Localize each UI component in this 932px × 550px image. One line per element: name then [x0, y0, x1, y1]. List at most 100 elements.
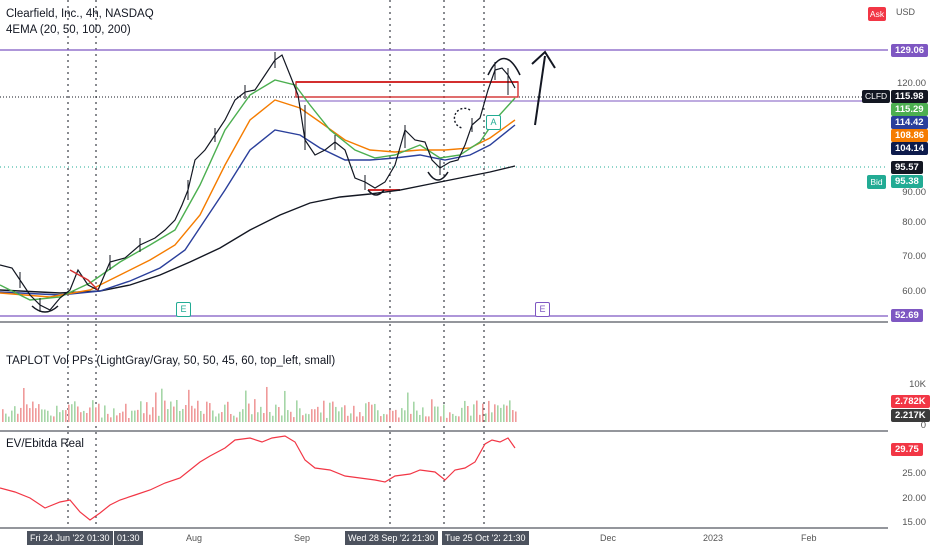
ema-indicator-label[interactable]: 4EMA (20, 50, 100, 200): [6, 24, 131, 36]
up-arrow-head: [531, 50, 556, 69]
volume-bar: [131, 410, 133, 422]
volume-bar: [149, 414, 151, 422]
volume-bar: [332, 401, 334, 422]
volume-bar: [470, 415, 472, 422]
volume-bar: [59, 412, 61, 422]
volume-bar: [305, 413, 307, 422]
volume-bar: [452, 413, 454, 422]
price-tick: 70.00: [902, 251, 926, 262]
volume-bar: [359, 412, 361, 422]
volume-bar: [50, 415, 52, 422]
volume-bar: [182, 408, 184, 422]
time-crosshair-box: 21:30: [409, 531, 438, 545]
price-tick: 120.00: [896, 78, 926, 89]
time-label: Feb: [801, 533, 817, 543]
volume-bar: [245, 390, 247, 422]
volume-bar: [350, 413, 352, 422]
time-crosshair-box: 01:30: [84, 531, 113, 545]
volume-bar: [65, 410, 67, 422]
time-label: Aug: [186, 533, 203, 543]
volume-bar: [152, 407, 154, 422]
price-tag: 115.98: [891, 90, 928, 103]
volume-indicator-label[interactable]: TAPLOT Vol PPs (LightGray/Gray, 50, 50, …: [6, 355, 336, 367]
volume-bar: [116, 415, 118, 422]
ev-ebitda-label[interactable]: EV/Ebitda Real: [6, 438, 84, 450]
volume-bar: [374, 403, 376, 422]
volume-bar: [491, 412, 493, 422]
price-tag: 52.69: [891, 309, 923, 322]
chart-title[interactable]: Clearfield, Inc., 4h, NASDAQ: [6, 8, 154, 20]
time-crosshair-box: 21:30: [500, 531, 529, 545]
earnings-badge[interactable]: E: [535, 302, 550, 317]
volume-bar: [218, 413, 220, 422]
bid-button[interactable]: Bid: [867, 175, 886, 189]
bottom-arc-1: [31, 305, 59, 313]
price-scale[interactable]: 120.00 90.00 80.00 70.00 60.00 10K 0 25.…: [888, 0, 932, 550]
bottom-arc-2: [367, 189, 385, 196]
volume-bar: [269, 411, 271, 422]
volume-bar: [170, 401, 172, 422]
price-tick: 80.00: [902, 217, 926, 228]
volume-bar: [101, 417, 103, 422]
price-tick: 90.00: [902, 187, 926, 198]
volume-bar: [134, 410, 136, 422]
volume-bar: [155, 392, 157, 422]
ema50-line: [0, 99, 516, 298]
volume-bar: [311, 409, 313, 422]
chart-canvas[interactable]: [0, 0, 888, 550]
symbol-tag: CLFD: [862, 90, 891, 103]
time-label: Sep: [294, 533, 311, 543]
volume-bar: [230, 413, 232, 422]
volume-bar: [173, 406, 175, 422]
earnings-badge[interactable]: E: [176, 302, 191, 317]
time-crosshair-box: 01:30: [114, 531, 143, 545]
volume-bar: [485, 413, 487, 422]
volume-bar: [515, 411, 517, 422]
volume-tag: 2.782K: [891, 395, 930, 408]
volume-bar: [473, 404, 475, 422]
volume-bar: [212, 410, 214, 422]
volume-bar: [176, 399, 178, 422]
volume-bar: [440, 416, 442, 422]
volume-bar: [188, 389, 190, 422]
annotation-badge[interactable]: A: [486, 115, 501, 130]
volume-bar: [119, 412, 121, 422]
volume-bar: [20, 407, 22, 422]
volume-bar: [32, 401, 34, 422]
volume-bar: [320, 412, 322, 422]
volume-bar: [137, 409, 139, 422]
volume-bar: [236, 417, 238, 422]
volume-bar: [431, 399, 433, 422]
volume-bar: [47, 410, 49, 422]
volume-bar: [347, 415, 349, 422]
volume-bar: [317, 406, 319, 422]
volume-bar: [191, 405, 193, 422]
volume-bar: [14, 406, 16, 422]
volume-bar: [158, 415, 160, 422]
volume-bar: [299, 408, 301, 422]
volume-bar: [479, 414, 481, 422]
volume-tag: 2.217K: [891, 409, 930, 422]
volume-bar: [380, 416, 382, 422]
volume-bar: [8, 416, 10, 422]
volume-bar: [98, 403, 100, 422]
volume-bar: [401, 408, 403, 422]
volume-bar: [428, 416, 430, 422]
volume-bar: [413, 401, 415, 422]
volume-bar: [83, 410, 85, 422]
ask-button[interactable]: Ask: [868, 7, 886, 21]
volume-bar: [386, 414, 388, 422]
price-tag: 115.29: [891, 103, 928, 116]
ev-tick: 15.00: [902, 517, 926, 528]
volume-bar: [488, 400, 490, 422]
volume-bar: [251, 414, 253, 422]
volume-bar: [200, 410, 202, 422]
volume-bar: [434, 406, 436, 422]
volume-bar: [476, 400, 478, 422]
volume-bar: [143, 413, 145, 422]
volume-bar: [272, 415, 274, 422]
volume-bar: [416, 410, 418, 422]
volume-bar: [362, 416, 364, 422]
price-tag: 129.06: [891, 44, 929, 57]
currency-label[interactable]: USD: [896, 7, 916, 17]
